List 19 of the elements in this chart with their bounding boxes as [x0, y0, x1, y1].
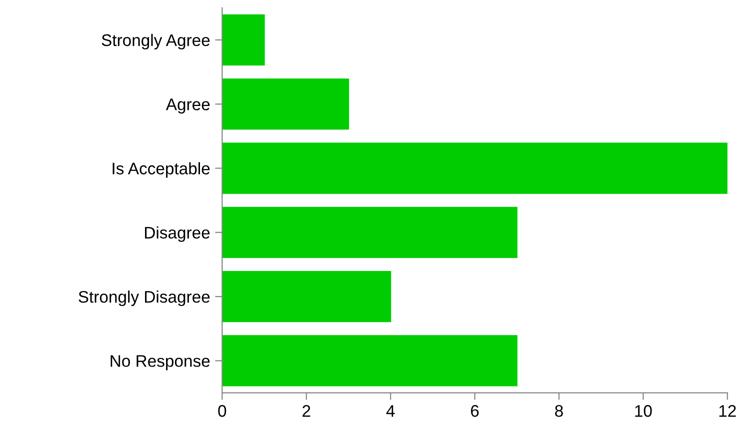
y-tick-label: Agree [166, 98, 210, 114]
x-tick-label: 0 [218, 405, 226, 417]
bar [222, 335, 518, 386]
y-tick-label: Strongly Agree [102, 34, 210, 50]
y-tick-label: Strongly Disagree [78, 290, 210, 306]
bar [222, 206, 518, 258]
y-tick-label: No Response [110, 355, 210, 370]
bar [222, 270, 392, 322]
bar [222, 14, 265, 66]
y-tick-label: Is Acceptable [112, 162, 210, 178]
x-tick-label: 6 [470, 405, 479, 417]
x-tick-label: 10 [635, 405, 652, 417]
bar [222, 142, 728, 194]
x-tick-label: 2 [302, 405, 310, 417]
bar [222, 78, 350, 130]
y-tick-label: Disagree [145, 226, 210, 242]
x-tick-label: 4 [386, 405, 395, 417]
x-tick-label: 12 [719, 405, 736, 417]
x-tick-label: 8 [555, 405, 563, 417]
